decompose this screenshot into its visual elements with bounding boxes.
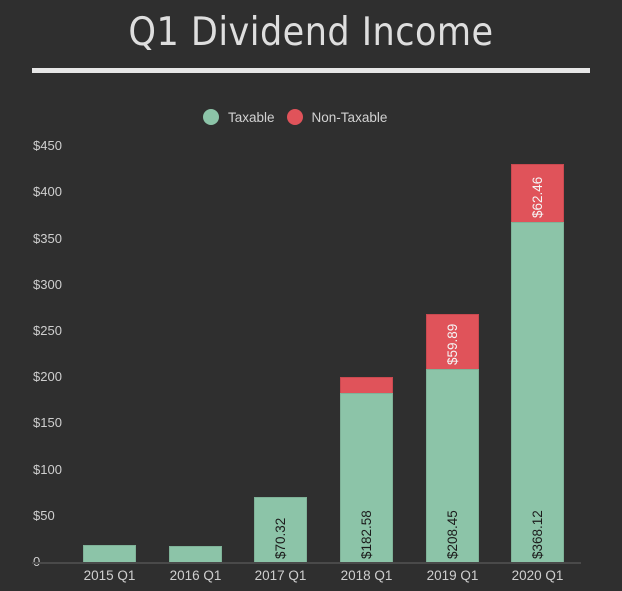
data-label: $182.58	[358, 510, 374, 559]
y-tick-label: $400	[33, 184, 62, 200]
y-tick-label: $300	[33, 276, 62, 292]
bar-segment-taxable[interactable]: $182.58	[340, 393, 393, 562]
bar-segment-taxable[interactable]: $208.45	[426, 369, 479, 562]
x-tick-label: 2015 Q1	[83, 568, 136, 583]
y-tick-label: $350	[33, 230, 62, 246]
legend: Taxable Non-Taxable	[203, 108, 399, 126]
legend-non-taxable-label: Non-Taxable	[311, 109, 388, 125]
y-tick-label: $100	[33, 461, 62, 477]
data-label: $62.46	[529, 176, 545, 218]
bar-segment-taxable[interactable]: $368.12	[511, 221, 564, 562]
data-label: $59.89	[444, 324, 460, 366]
bar-segment-taxable[interactable]: $70.32	[254, 497, 307, 562]
legend-taxable-swatch-icon	[203, 109, 219, 125]
x-tick-label: 2017 Q1	[254, 568, 307, 583]
title-underline	[32, 68, 590, 73]
legend-taxable-label: Taxable	[228, 109, 275, 125]
x-axis-line	[32, 562, 581, 564]
y-tick-label: 0	[33, 554, 40, 570]
bar-2016-q1[interactable]	[169, 546, 222, 562]
y-tick-label: $150	[33, 415, 62, 431]
y-tick-label: $250	[33, 323, 62, 338]
data-label: $70.32	[272, 517, 288, 559]
data-label: $208.45	[444, 510, 460, 559]
bar-2017-q1[interactable]: $70.32	[254, 497, 307, 562]
chart-title: Q1 Dividend Income	[128, 10, 494, 55]
bar-2015-q1[interactable]	[83, 544, 136, 562]
bar-segment-non-taxable[interactable]	[340, 377, 393, 394]
bar-segment-taxable[interactable]	[83, 544, 136, 562]
y-tick-label: $200	[33, 369, 62, 385]
x-tick-label: 2019 Q1	[426, 568, 479, 583]
bar-2019-q1[interactable]: $208.45 $59.89	[426, 314, 479, 562]
x-tick-label: 2016 Q1	[169, 568, 222, 583]
y-tick-label: $450	[33, 138, 62, 154]
bar-2018-q1[interactable]: $182.58	[340, 377, 393, 562]
y-tick-label: $50	[33, 507, 55, 523]
legend-non-taxable-swatch-icon	[286, 109, 303, 125]
data-label: $368.12	[529, 510, 545, 559]
x-tick-label: 2018 Q1	[340, 568, 393, 583]
bar-2020-q1[interactable]: $368.12 $62.46	[511, 164, 564, 562]
x-tick-label: 2020 Q1	[511, 568, 564, 583]
bar-segment-non-taxable[interactable]: $62.46	[511, 164, 564, 222]
bar-segment-taxable[interactable]	[169, 546, 222, 562]
bar-segment-non-taxable[interactable]: $59.89	[426, 314, 479, 370]
